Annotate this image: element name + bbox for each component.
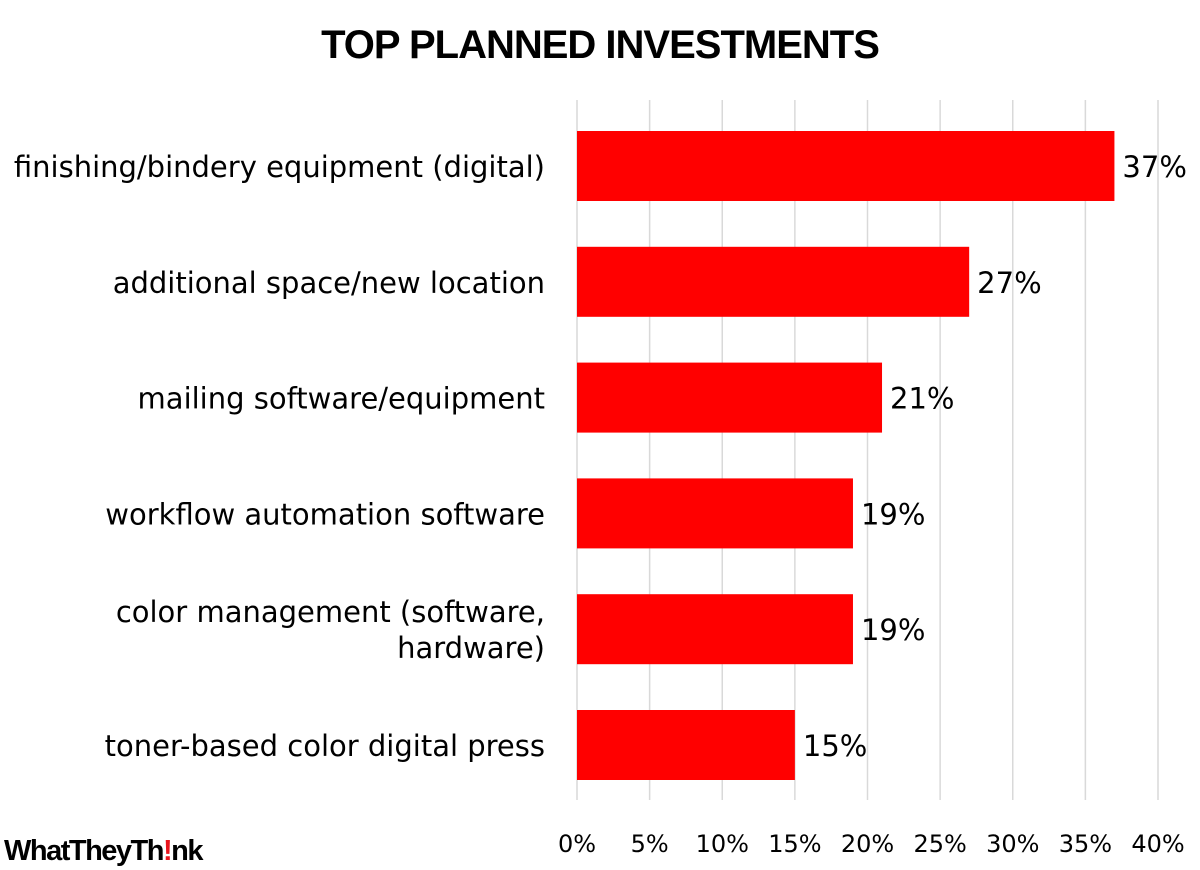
category-label-line: toner-based color digital press — [105, 729, 545, 763]
brand-logo-accent: ! — [163, 835, 171, 867]
value-label: 19% — [861, 613, 925, 647]
bar — [577, 594, 853, 665]
value-label: 21% — [890, 382, 954, 416]
x-tick-label: 35% — [1059, 830, 1112, 858]
category-label: color management (software, hardware) — [116, 595, 545, 665]
brand-logo-part-1: WhatTheyTh — [4, 835, 163, 867]
bar — [577, 362, 883, 433]
value-label: 19% — [861, 497, 925, 531]
category-label-line: color management (software, — [116, 595, 545, 629]
category-label-line: workflow automation software — [105, 497, 545, 531]
bar — [577, 131, 1115, 201]
category-label-line: additional space/new location — [113, 266, 545, 300]
x-axis-tick-labels: 0% 5% 10% 15% 20% 25% 30% 35% 40% — [558, 830, 1185, 858]
x-tick-label: 25% — [913, 830, 966, 858]
category-label: additional space/new location — [113, 266, 545, 300]
bar — [577, 710, 795, 780]
value-labels: 37% 27% 21% 19% 19% 15% — [803, 150, 1187, 763]
category-label-line: mailing software/equipment — [138, 382, 545, 416]
category-label: workflow automation software — [105, 497, 545, 531]
gridlines — [576, 100, 1159, 800]
category-labels: finishing/bindery equipment (digital) add… — [14, 150, 545, 763]
x-tick-label: 20% — [841, 830, 894, 858]
value-label: 15% — [803, 729, 867, 763]
category-label-line: finishing/bindery equipment (digital) — [14, 150, 545, 184]
category-label: finishing/bindery equipment (digital) — [14, 150, 545, 184]
brand-logo: WhatTheyTh!nk — [4, 835, 204, 867]
x-tick-label: 10% — [696, 830, 749, 858]
x-tick-label: 5% — [631, 830, 669, 858]
value-label: 37% — [1122, 150, 1186, 184]
x-tick-label: 15% — [768, 830, 821, 858]
x-tick-label: 30% — [986, 830, 1039, 858]
category-label-line: hardware) — [397, 631, 545, 665]
bars — [577, 131, 1115, 780]
category-label: toner-based color digital press — [105, 729, 545, 763]
bar — [577, 478, 853, 549]
category-label: mailing software/equipment — [138, 382, 545, 416]
x-tick-label: 0% — [558, 830, 596, 858]
brand-logo-part-2: nk — [171, 835, 204, 867]
bar — [577, 246, 970, 317]
value-label: 27% — [977, 266, 1041, 300]
chart-title: TOP PLANNED INVESTMENTS — [321, 23, 879, 67]
x-tick-label: 40% — [1131, 830, 1184, 858]
